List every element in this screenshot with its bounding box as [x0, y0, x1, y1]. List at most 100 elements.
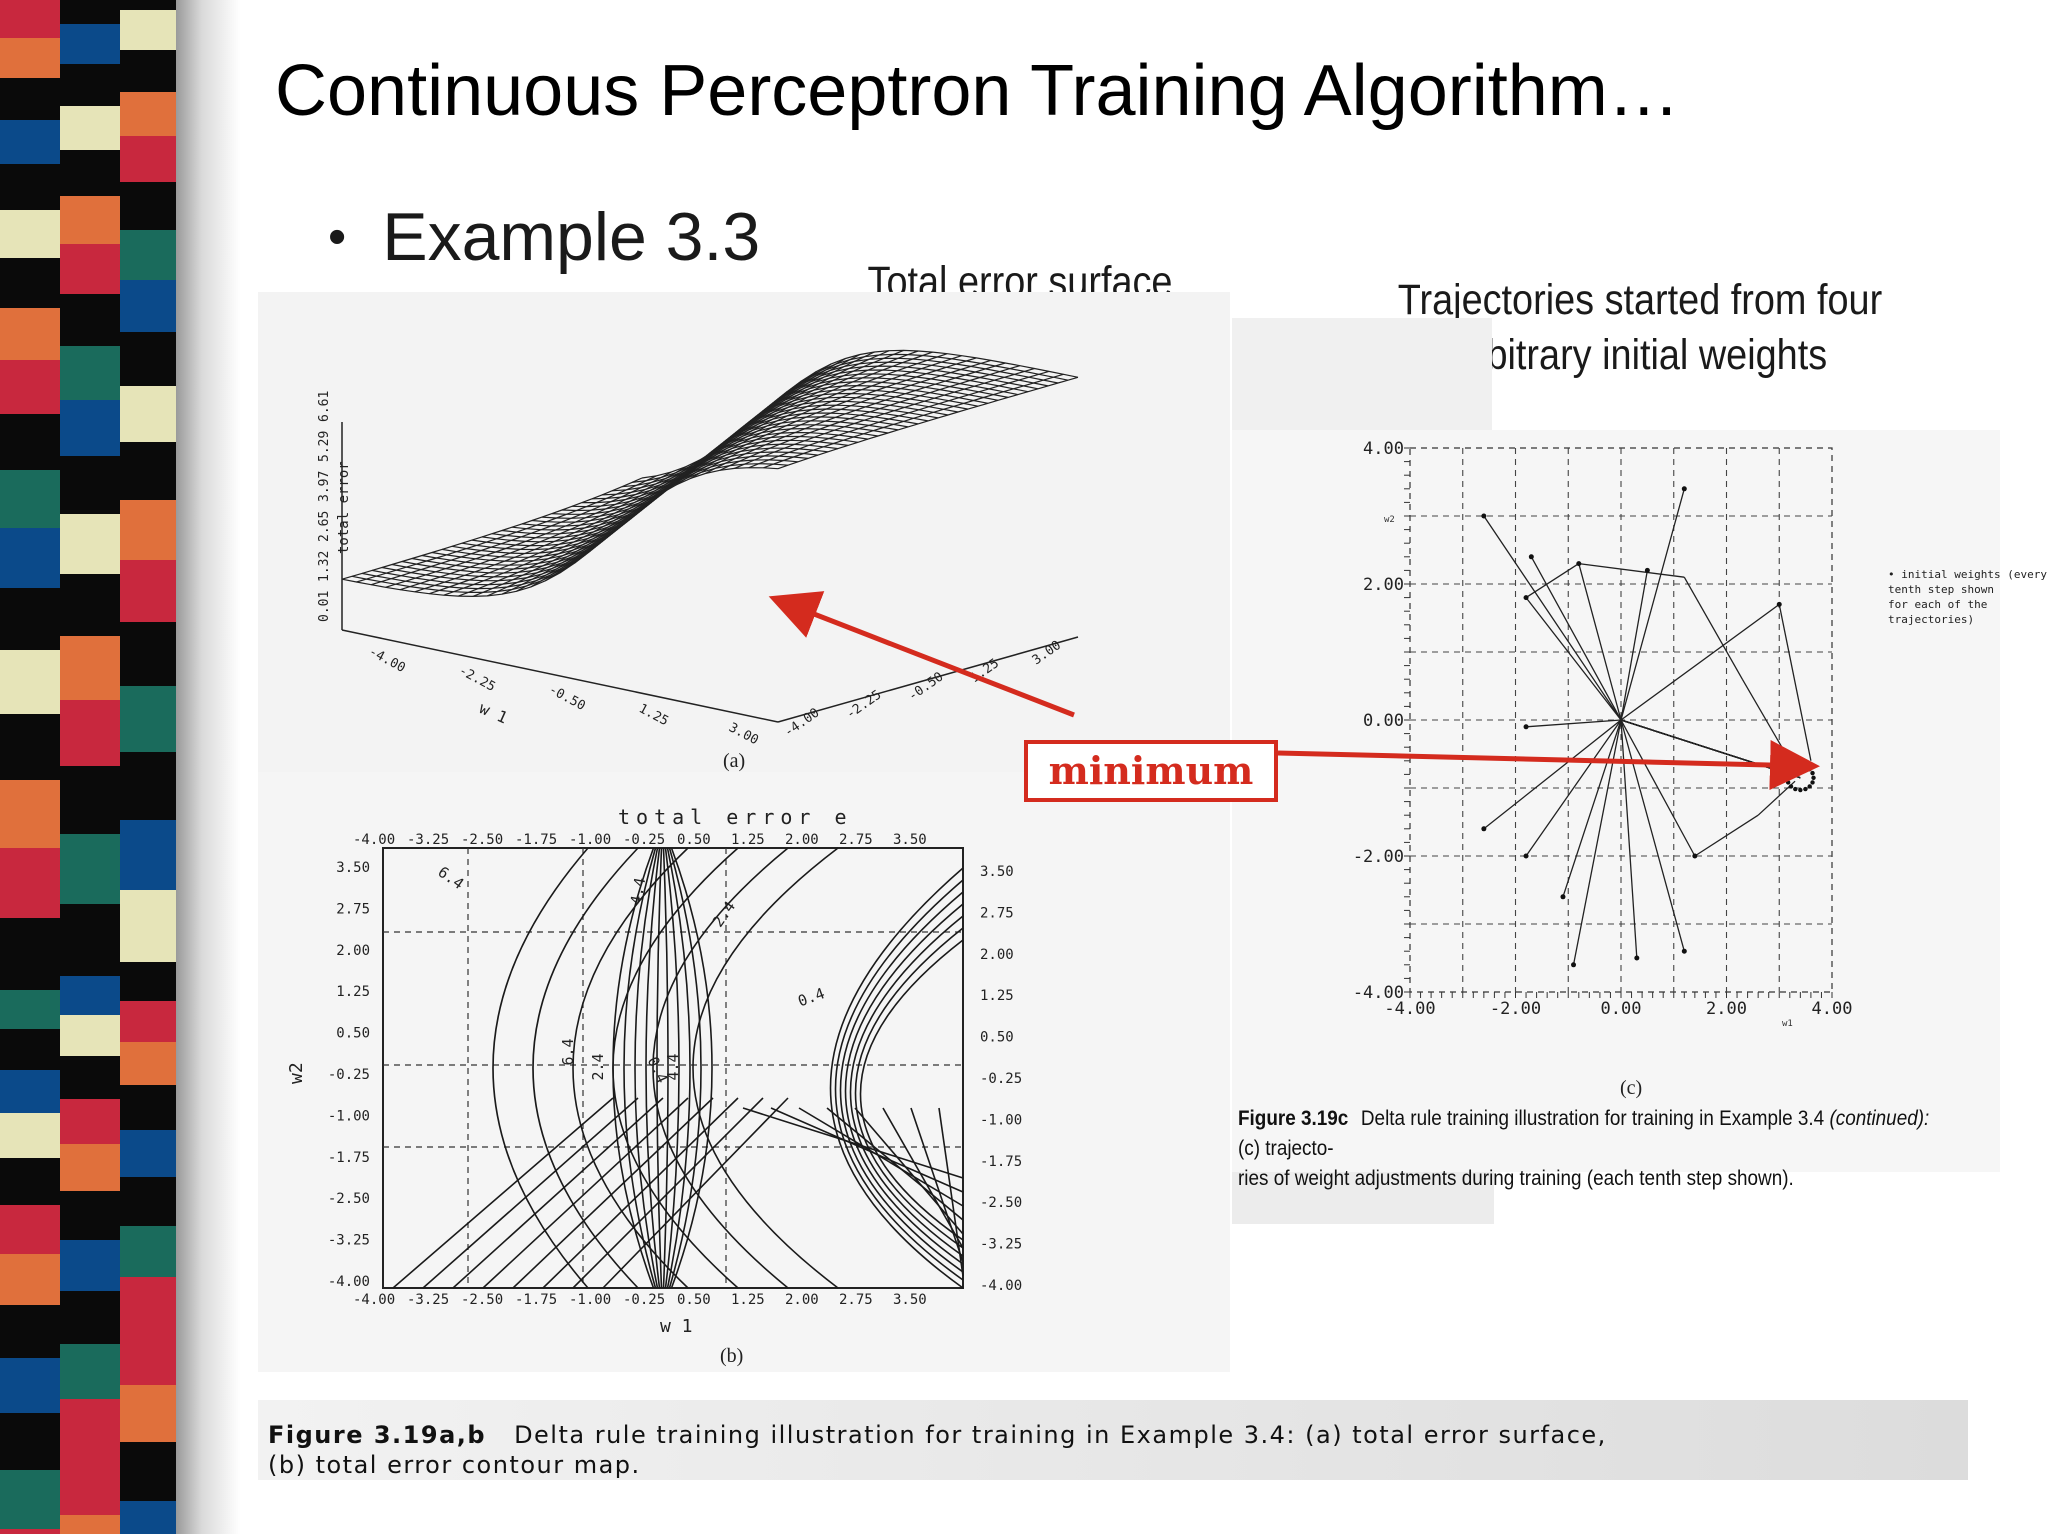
x-tick-label-bottom: -2.50 — [461, 1292, 503, 1308]
stripe-block — [60, 1056, 120, 1101]
contour-curve — [849, 915, 964, 1257]
trajectory-x-tick-label: 4.00 — [1812, 999, 1853, 1019]
trajectory-x-tick-label: -4.00 — [1384, 999, 1435, 1019]
y-tick-label-left: 2.00 — [336, 943, 370, 959]
y-tick-label-left: -4.00 — [328, 1274, 370, 1290]
stripe-block — [0, 990, 60, 1031]
contour-curve — [938, 1107, 964, 1277]
stripe-block — [60, 834, 120, 906]
y-tick-label-right: -1.00 — [980, 1112, 1022, 1128]
stripe-block — [120, 332, 176, 388]
trajectory-path — [1778, 604, 1812, 761]
caption-trajectories-line1: Trajectories started from four — [1397, 276, 1883, 324]
mesh-line — [734, 367, 1035, 469]
z-tick-label: 0.01 — [317, 591, 332, 622]
mesh-line — [777, 376, 1079, 470]
stripe-shadow — [176, 0, 240, 1534]
x-tick-label-top: 0.50 — [677, 832, 711, 848]
stripe-block — [0, 1529, 60, 1534]
stripe-block — [120, 182, 176, 232]
stripe-block — [0, 1070, 60, 1115]
stripe-block — [60, 700, 120, 768]
stripe-block — [60, 1191, 120, 1242]
x-tick-label-bottom: -3.25 — [407, 1292, 449, 1308]
stripe-block — [0, 1305, 60, 1360]
contour-curve — [542, 1097, 739, 1289]
stripe-block — [120, 1085, 176, 1132]
stripe-block — [120, 962, 176, 1003]
mesh-line — [611, 361, 1049, 492]
contour-curve — [422, 1097, 639, 1289]
stripe-block — [0, 470, 60, 530]
trajectory-legend-line: for each of the — [1888, 598, 1987, 611]
trajectory-x-tick-label: -2.00 — [1490, 999, 1541, 1019]
trajectory-point — [1644, 567, 1650, 573]
figure-ab-caption-label: Figure 3.19a,b — [268, 1421, 487, 1449]
trajectory-legend-line: • initial weights (every — [1888, 568, 2047, 581]
x-tick-label-bottom: -4.00 — [353, 1292, 395, 1308]
trajectory-point — [1528, 554, 1534, 560]
stripe-block — [120, 50, 176, 94]
stripe-block — [120, 136, 176, 184]
contour-curve — [452, 1097, 664, 1289]
y-tick-label-left: 2.75 — [336, 901, 370, 917]
trajectory-point — [1692, 853, 1698, 859]
stripe-block — [120, 622, 176, 688]
stripe-block — [120, 10, 176, 52]
trajectory-point — [1681, 948, 1687, 954]
contour-curve — [859, 939, 964, 1241]
stripe-block — [0, 780, 60, 850]
stripe-block — [60, 294, 120, 348]
figure-c-caption-italic: (continued): — [1829, 1107, 1930, 1130]
stripe-block — [0, 1470, 60, 1531]
stripe-block — [60, 904, 120, 978]
trajectory-point — [1481, 513, 1487, 519]
stripe-block — [60, 766, 120, 836]
trajectory-y-tick-label: -2.00 — [1353, 847, 1404, 867]
stripe-block — [60, 346, 120, 402]
figure-c-sublabel: (c) — [1620, 1077, 1642, 1099]
trajectory-path — [1562, 719, 1801, 898]
stripe-block — [120, 1226, 176, 1279]
contour-curve — [634, 847, 659, 1289]
mesh-line — [719, 365, 1021, 471]
contour-curve — [572, 1097, 764, 1289]
x-tick-label-bottom: 2.00 — [785, 1292, 819, 1308]
stripe-block — [120, 230, 176, 282]
caption-trajectories: Trajectories started from four arbitrary… — [1367, 276, 1913, 380]
x-tick-label-top: -4.00 — [353, 832, 395, 848]
mesh-line — [621, 357, 1059, 488]
contour-value-label: 4.4 — [664, 1053, 682, 1080]
contour-curve — [492, 847, 589, 1289]
y-tick-label-right: 3.50 — [980, 864, 1014, 880]
mesh-line — [601, 365, 1039, 496]
trajectory-y-tick-label: 0.00 — [1363, 711, 1404, 731]
contour-curve — [623, 847, 657, 1289]
trajectory-path — [1683, 576, 1743, 680]
stripe-block — [0, 1205, 60, 1256]
stripe-block — [60, 64, 120, 108]
stripe-block — [0, 120, 60, 166]
y-tick-label-left: 0.50 — [336, 1026, 370, 1042]
z-tick-label: 5.29 — [317, 431, 332, 462]
contour-curve — [854, 1107, 964, 1235]
x-tick-label-top: 1.25 — [731, 832, 765, 848]
x-tick-label-top: -1.00 — [569, 832, 611, 848]
stripe-block — [0, 414, 60, 472]
stripe-block — [0, 1358, 60, 1415]
y-tick-label-left: -1.00 — [328, 1108, 370, 1124]
trajectory-x-tick-label: 2.00 — [1706, 999, 1747, 1019]
figure-c-caption-text: Delta rule training illustration for tra… — [1360, 1107, 1825, 1130]
stripe-block — [120, 280, 176, 334]
stripe-block — [120, 560, 176, 624]
y-tick-label-left: -0.25 — [328, 1067, 370, 1083]
contour-curve — [666, 847, 691, 1289]
contour-curve — [742, 1107, 964, 1179]
stripe-block — [120, 442, 176, 502]
figure-ab-caption-line2: (b) total error contour map. — [268, 1451, 641, 1479]
figure-c-scan — [1232, 430, 2000, 1172]
minimum-callout: minimum — [1024, 740, 1278, 802]
x-tick-label-top: 3.50 — [893, 832, 927, 848]
stripe-block — [60, 400, 120, 458]
